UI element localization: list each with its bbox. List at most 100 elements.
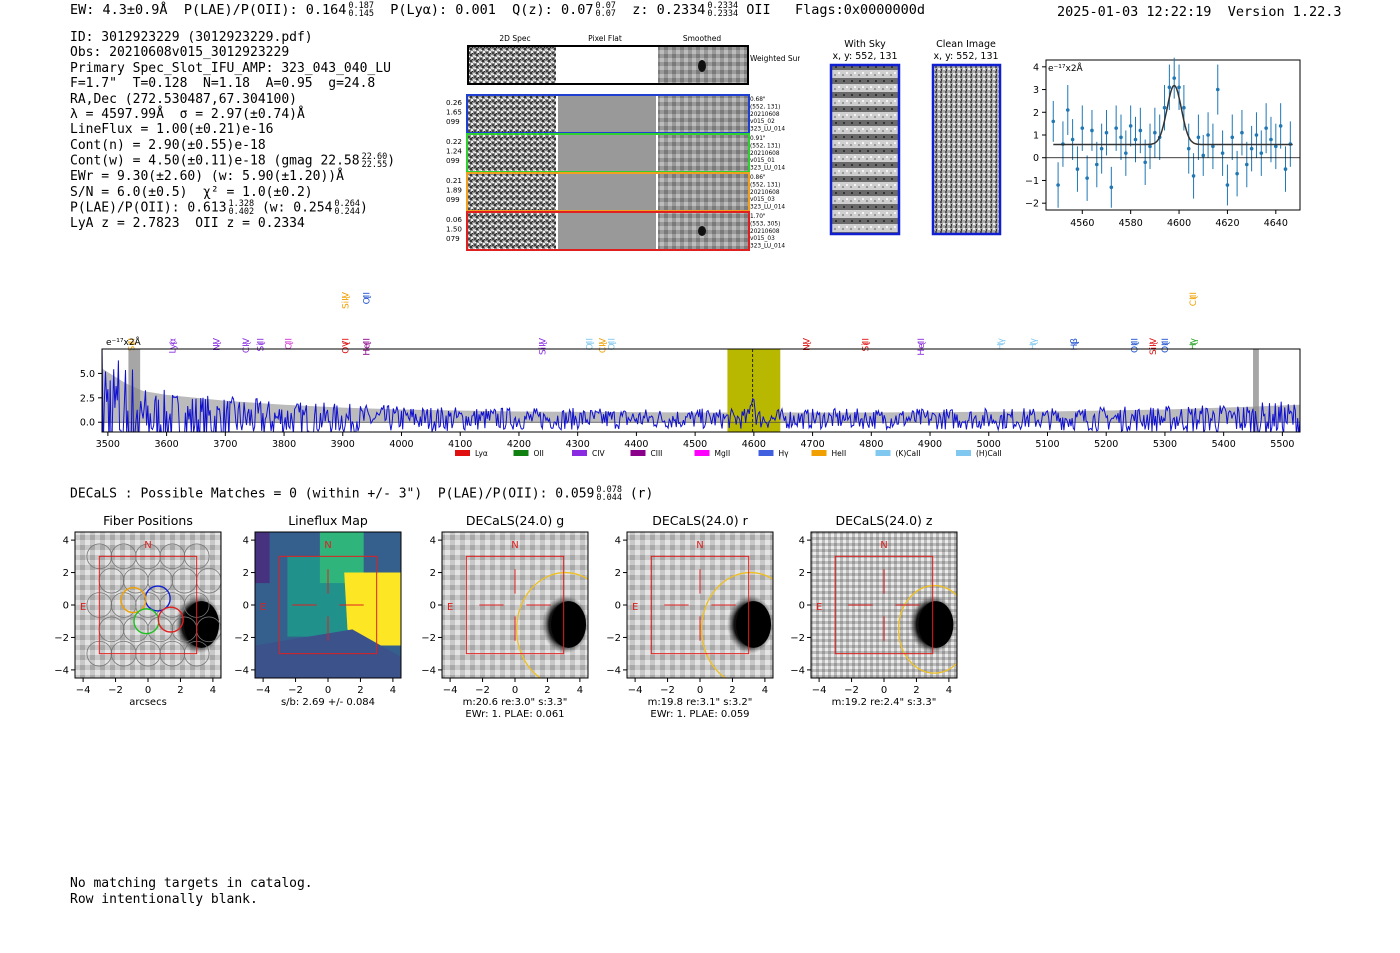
spec-xtick-label: 5300 xyxy=(1153,439,1177,450)
fit-point xyxy=(1230,135,1235,140)
panel-xtick-label: −4 xyxy=(256,685,271,696)
legend-label: CIII xyxy=(651,449,663,458)
with-sky-image xyxy=(829,63,901,236)
cutout-left-label: 1.89 xyxy=(446,186,462,195)
panel-ytick-label: 2 xyxy=(430,568,436,579)
panel-decals_r: DECaLS(24.0) r N E −4 −4 −2 −2 0 0 2 2 4 4 m:19.8 re:… xyxy=(606,513,774,720)
east-label: E xyxy=(260,602,266,613)
line-marker-label: Hγ xyxy=(1029,337,1039,350)
info-params: F=1.7" T=0.128 N=1.18 A=0.95 g=24.8 xyxy=(70,76,376,92)
line-marker-brace: { xyxy=(1189,295,1198,300)
line-marker-brace: { xyxy=(285,341,294,346)
fit-point xyxy=(1182,105,1186,110)
panel-ytick-label: 0 xyxy=(243,601,249,612)
fit-point xyxy=(1085,176,1089,180)
cutout-right-label: 323_LU_014 xyxy=(750,127,785,133)
line-marker-label: Lyα xyxy=(168,338,178,354)
info-contn: Cont(n) = 2.90(±0.55)e-18 xyxy=(70,137,266,153)
panel-xtick-label: −4 xyxy=(812,685,827,696)
panel-xtick-label: 2 xyxy=(177,685,183,696)
panel-xtick-label: −4 xyxy=(443,685,458,696)
lineflux-hot xyxy=(344,572,401,646)
cutout-pixel-flat xyxy=(558,135,656,171)
line-marker-brace: { xyxy=(362,295,371,300)
cutout-left-label: 099 xyxy=(446,117,460,126)
spec-xtick-label: 4000 xyxy=(389,439,413,450)
fit-xtick-label: 4580 xyxy=(1119,218,1143,229)
panel-ytick-label: 0 xyxy=(63,601,69,612)
info-plae-hi: 1.328 xyxy=(228,199,255,210)
header-line: OII xyxy=(746,2,771,18)
panel-ytick-label: −4 xyxy=(234,665,249,676)
line-marker-brace: { xyxy=(1161,341,1170,346)
line-marker-brace: { xyxy=(997,341,1006,346)
masked-region xyxy=(1253,349,1259,432)
fit-point xyxy=(1177,85,1181,90)
panel-ytick-label: 0 xyxy=(799,601,805,612)
panel-ytick-label: 4 xyxy=(430,536,436,547)
cutout-left-label: 0.06 xyxy=(446,215,462,224)
fit-point xyxy=(1269,137,1273,142)
cutout-left-label: 1.24 xyxy=(446,147,462,156)
panel-ytick-label: −4 xyxy=(606,665,621,676)
search-box xyxy=(650,555,750,655)
line-marker-label: CIV xyxy=(242,337,252,353)
panel-title: DECaLS(24.0) r xyxy=(652,513,748,528)
cutout-right-label: 323_LU_014 xyxy=(750,205,785,211)
fit-ytick-label: 2 xyxy=(1033,108,1039,119)
line-marker-label: Hγ xyxy=(997,337,1007,350)
spectrum-line xyxy=(102,349,1300,432)
panel-ytick-label: −2 xyxy=(234,633,249,644)
header-flags: Flags:0x0000000d xyxy=(795,2,926,18)
line-marker-brace: { xyxy=(168,341,177,346)
cutout-source xyxy=(698,226,706,236)
info-plae-w-range: 0.264 0.244 xyxy=(334,200,360,217)
cutout-right-label: 323_LU_014 xyxy=(750,166,785,172)
line-marker-label: SiII xyxy=(127,338,137,352)
fit-point xyxy=(1235,171,1239,176)
header-qz-hi: 0.07 xyxy=(595,1,616,11)
line-markers: SiII{Lyα{NV{CIV{SiII{CII{SiIV{OII{OVI{He… xyxy=(127,291,1199,355)
source-ellipse xyxy=(515,571,588,678)
line-marker-brace: { xyxy=(861,341,870,346)
header-qz: Q(z): 0.07 xyxy=(512,2,594,18)
fiber-circle xyxy=(147,616,173,643)
line-marker-label: OII xyxy=(362,292,372,304)
cutout-right-label: (553, 305) xyxy=(750,221,780,227)
panel-ytick-label: −4 xyxy=(421,665,436,676)
info-contw-end: ) xyxy=(387,153,396,169)
fit-chart-points xyxy=(1051,57,1293,208)
fit-point xyxy=(1114,126,1118,130)
panel-xtick-label: −4 xyxy=(628,685,643,696)
line-marker-brace: { xyxy=(342,295,351,300)
panel-xtick-label: 4 xyxy=(390,685,396,696)
legend-label: OII xyxy=(534,449,544,458)
fit-point xyxy=(1186,146,1191,151)
header-ew: EW: 4.3±0.9Å xyxy=(70,2,168,18)
footer-line-2: Row intentionally blank. xyxy=(70,891,258,907)
clean-image xyxy=(931,63,1002,236)
search-box xyxy=(465,555,565,655)
fit-point xyxy=(1240,130,1244,135)
cutout-right-label: v015_02 xyxy=(750,119,775,125)
line-marker-label: NV xyxy=(803,337,813,351)
spec-xtick-label: 5000 xyxy=(977,439,1001,450)
line-marker-label: CII xyxy=(285,338,295,350)
line-marker-label: CIII xyxy=(1189,292,1199,306)
sky-cutouts: With Sky x, y: 552, 131 Clean Image x, y… xyxy=(829,39,1002,236)
cutout-right-label: 0.86" xyxy=(750,175,766,181)
line-marker-brace: { xyxy=(803,341,812,346)
cutout-right-label: 20210608 xyxy=(750,190,780,196)
cutout-right-label: 20210608 xyxy=(750,151,780,157)
panel-image xyxy=(627,532,773,678)
fit-point xyxy=(1201,153,1206,158)
galaxy-core xyxy=(918,601,954,648)
east-label: E xyxy=(447,602,453,613)
fit-point xyxy=(1065,108,1070,112)
fit-point xyxy=(1124,151,1128,155)
north-label: N xyxy=(880,540,887,551)
north-label: N xyxy=(511,540,518,551)
east-label: E xyxy=(816,602,822,613)
panel-image xyxy=(442,532,588,678)
panel-ytick-label: 4 xyxy=(243,536,249,547)
